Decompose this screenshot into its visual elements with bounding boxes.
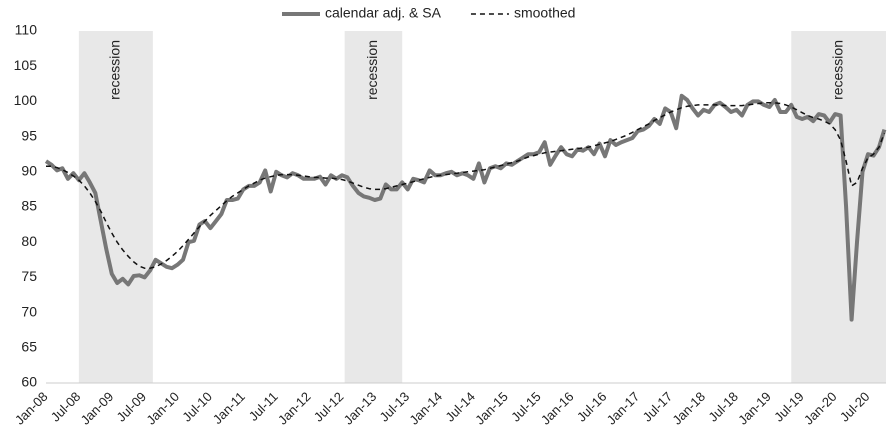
x-tick-label: Jan-12: [275, 389, 314, 428]
y-tick-label: 105: [14, 57, 38, 73]
recession-band: [344, 31, 403, 383]
y-tick-label: 85: [21, 198, 37, 214]
x-tick-label: Jan-18: [669, 389, 708, 428]
recession-label: recession: [364, 40, 380, 100]
y-tick-label: 60: [21, 374, 37, 390]
x-tick-label: Jan-15: [472, 389, 511, 428]
y-tick-label: 95: [21, 127, 37, 143]
y-tick-label: 80: [21, 233, 37, 249]
y-tick-label: 75: [21, 268, 37, 284]
x-tick-label: Jan-09: [78, 389, 117, 428]
y-tick-label: 110: [15, 22, 38, 38]
x-tick-label: Jan-17: [604, 389, 643, 428]
x-tick-label: Jul-12: [311, 389, 347, 425]
y-tick-label: 70: [21, 303, 37, 319]
data-line: [44, 93, 887, 322]
recession-label: recession: [107, 40, 123, 100]
x-tick-label: Jul-19: [771, 389, 807, 425]
x-tick-label: Jan-20: [801, 389, 840, 428]
x-tick-label: Jul-10: [179, 389, 215, 425]
x-tick-label: Jul-17: [640, 389, 676, 425]
x-tick-label: Jan-10: [143, 389, 182, 428]
legend-label: smoothed: [514, 5, 575, 21]
y-tick-label: 100: [14, 92, 38, 108]
data-line: [46, 102, 886, 269]
x-tick-label: Jan-11: [210, 389, 248, 427]
y-tick-label: 90: [21, 163, 37, 179]
x-tick-label: Jan-13: [341, 389, 380, 428]
x-tick-label: Jan-19: [735, 389, 774, 428]
x-tick-label: Jan-08: [12, 389, 51, 428]
x-tick-label: Jul-09: [114, 389, 150, 425]
recession-label: recession: [829, 40, 845, 100]
x-tick-label: Jan-16: [538, 389, 577, 428]
x-tick-label: Jul-08: [48, 389, 84, 425]
y-tick-label: 65: [21, 339, 37, 355]
recession-band: [791, 31, 886, 383]
recession-band: [78, 31, 153, 383]
legend-label: calendar adj. & SA: [325, 5, 442, 21]
x-tick-label: Jan-14: [406, 389, 445, 428]
x-tick-label: Jul-15: [508, 389, 544, 425]
x-tick-label: Jul-13: [377, 389, 413, 425]
x-tick-label: Jul-14: [442, 389, 478, 425]
x-tick-label: Jul-18: [705, 389, 741, 425]
x-tick-label: Jul-16: [574, 389, 610, 425]
x-tick-label: Jul-20: [837, 389, 873, 425]
